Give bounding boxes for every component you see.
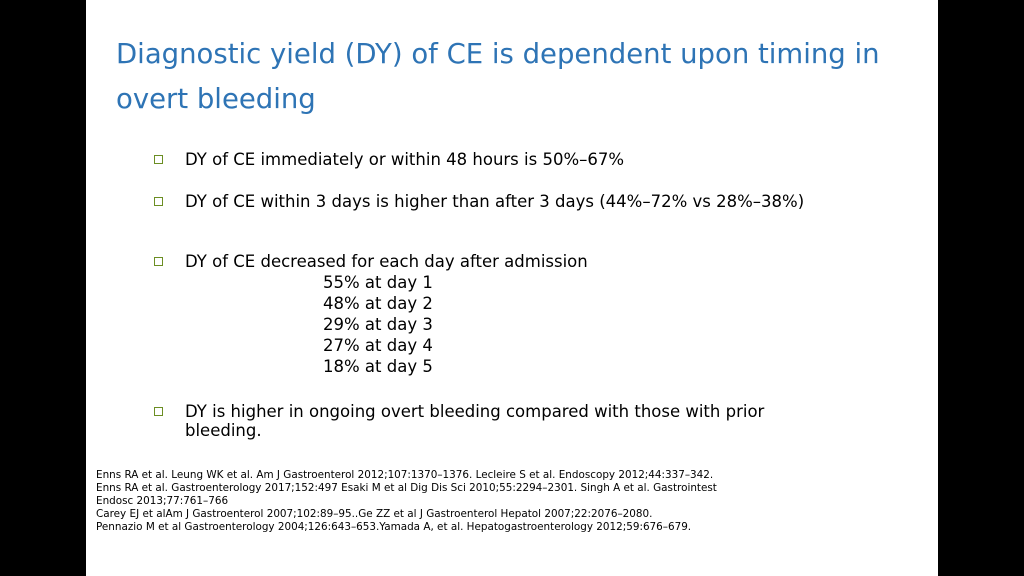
references: Enns RA et al. Leung WK et al. Am J Gast… xyxy=(96,469,756,534)
slide: Diagnostic yield (DY) of CE is dependent… xyxy=(86,0,938,576)
reference-line: Pennazio M et al Gastroenterology 2004;1… xyxy=(96,521,692,533)
daily-value: 27% at day 4 xyxy=(323,336,433,355)
bullet-text: DY of CE decreased for each day after ad… xyxy=(185,252,588,271)
square-bullet-icon xyxy=(154,257,163,266)
reference-line: Enns RA et al. Leung WK et al. Am J Gast… xyxy=(96,469,714,481)
slide-title: Diagnostic yield (DY) of CE is dependent… xyxy=(116,38,880,115)
bullet-item: DY is higher in ongoing overt bleeding c… xyxy=(154,402,844,440)
square-bullet-icon xyxy=(154,197,163,206)
bullet-text: DY is higher in ongoing overt bleeding c… xyxy=(185,402,765,440)
daily-value: 29% at day 3 xyxy=(323,315,433,334)
square-bullet-icon xyxy=(154,155,163,164)
bullet-item: DY of CE within 3 days is higher than af… xyxy=(154,192,844,211)
daily-value: 55% at day 1 xyxy=(323,273,433,292)
daily-value: 18% at day 5 xyxy=(323,357,433,376)
bullet-text: DY of CE within 3 days is higher than af… xyxy=(185,192,805,211)
square-bullet-icon xyxy=(154,407,163,416)
bullet-item: DY of CE immediately or within 48 hours … xyxy=(154,150,844,169)
bullet-text: DY of CE immediately or within 48 hours … xyxy=(185,150,625,169)
reference-line: Carey EJ et alAm J Gastroenterol 2007;10… xyxy=(96,508,653,520)
reference-line: Enns RA et al. Gastroenterology 2017;152… xyxy=(96,482,717,507)
daily-value: 48% at day 2 xyxy=(323,294,433,313)
bullet-item: DY of CE decreased for each day after ad… xyxy=(154,252,844,271)
